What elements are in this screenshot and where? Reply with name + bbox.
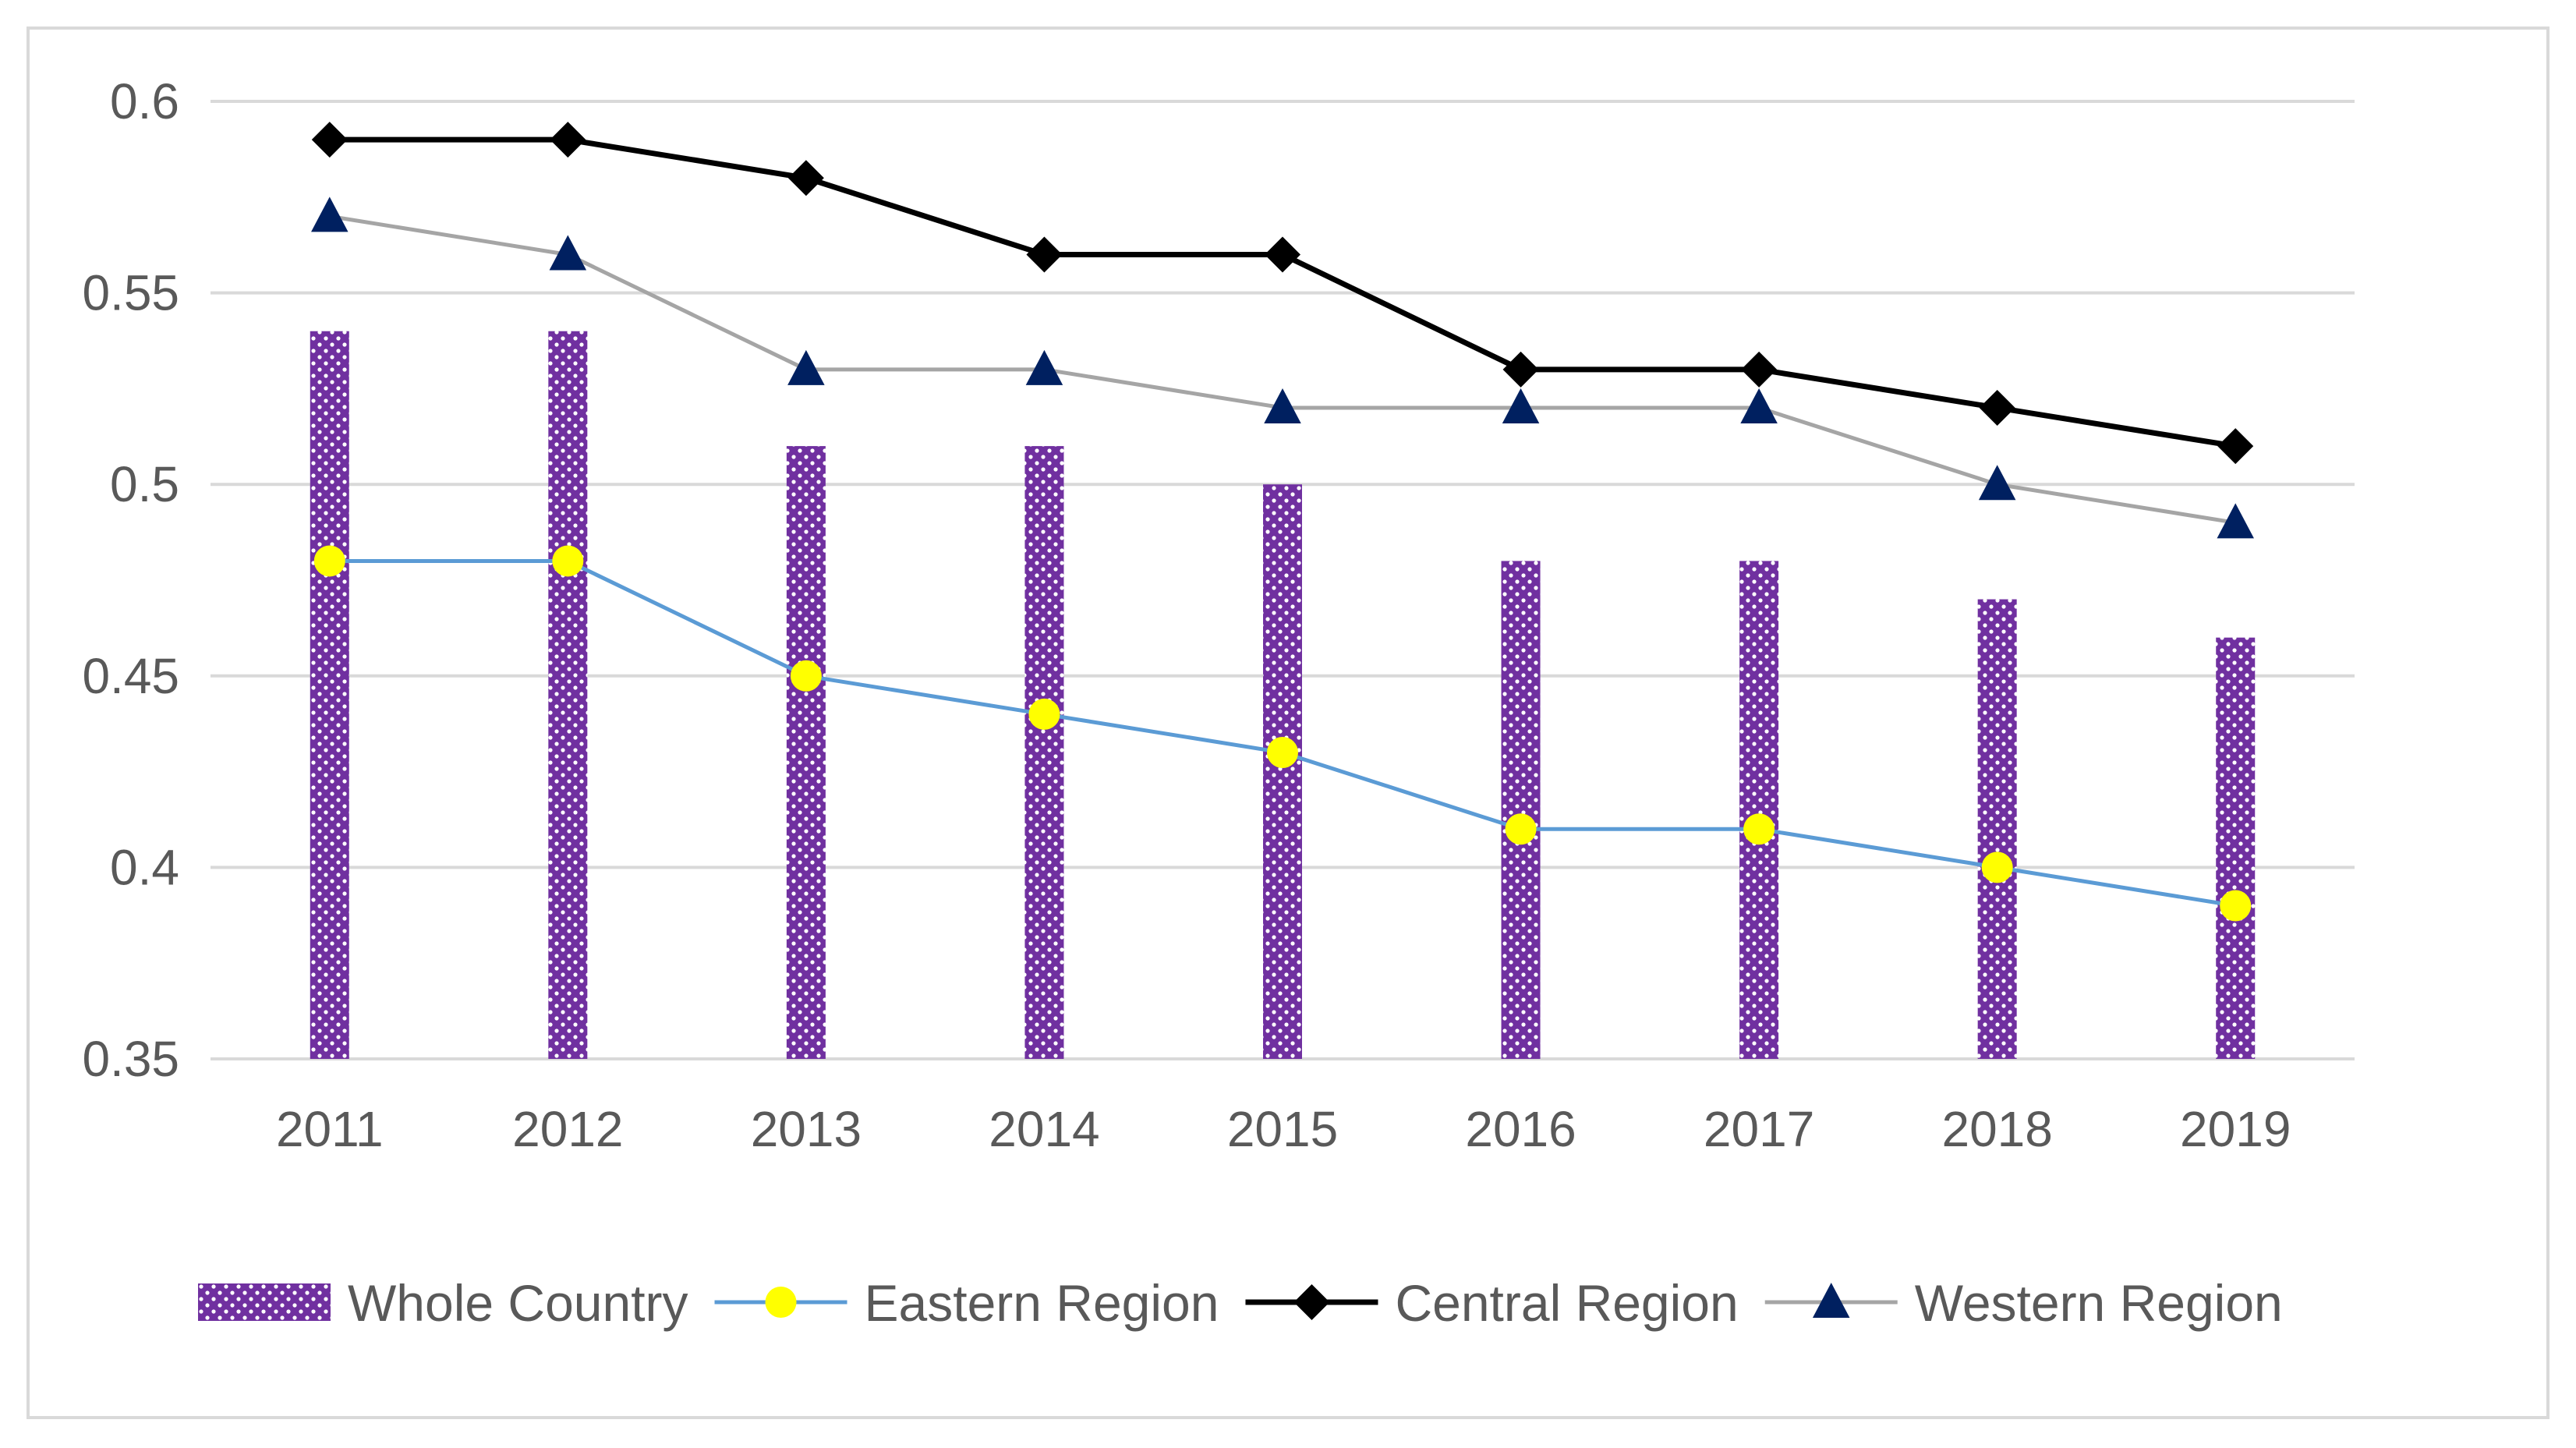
x-axis-tick-labels: 2011 2012 2013 2014 2015 2016 2017 2018 2019 xyxy=(276,1101,2291,1157)
x-tick-label: 2019 xyxy=(2180,1101,2291,1157)
legend-label-western-region: Western Region xyxy=(1915,1274,2283,1332)
x-tick-label: 2016 xyxy=(1465,1101,1576,1157)
x-tick-label: 2011 xyxy=(276,1101,384,1157)
x-tick-label: 2013 xyxy=(751,1101,862,1157)
central-region-point-2016 xyxy=(1502,351,1539,388)
legend-swatch-whole-country xyxy=(198,1283,331,1321)
eastern-region-point-2016 xyxy=(1505,813,1537,845)
bar-2017 xyxy=(1739,561,1779,1059)
legend-marker-central-region xyxy=(1293,1284,1330,1320)
legend-marker-eastern-region xyxy=(765,1287,797,1318)
central-region-point-2013 xyxy=(787,160,824,196)
eastern-region-point-2013 xyxy=(790,660,822,692)
western-region-point-2019 xyxy=(2217,503,2254,539)
y-tick-label: 0.55 xyxy=(82,265,179,321)
bar-2018 xyxy=(1977,599,2017,1059)
x-tick-label: 2015 xyxy=(1227,1101,1338,1157)
x-tick-label: 2018 xyxy=(1941,1101,2052,1157)
western-region-point-2018 xyxy=(1978,465,2016,501)
x-tick-label: 2012 xyxy=(512,1101,623,1157)
x-tick-label: 2014 xyxy=(989,1101,1099,1157)
legend-label-eastern-region: Eastern Region xyxy=(865,1274,1219,1332)
bar-2014 xyxy=(1024,446,1064,1059)
eastern-region-point-2019 xyxy=(2220,890,2252,922)
central-region-point-2011 xyxy=(311,122,348,158)
chart-frame: 0.35 0.4 0.45 0.5 0.55 0.6 2011 2012 2013 2014 20… xyxy=(27,27,2549,1419)
central-region-point-2012 xyxy=(550,122,586,158)
y-tick-label: 0.6 xyxy=(110,73,179,129)
western-region-series xyxy=(311,196,2254,539)
central-region-point-2014 xyxy=(1026,236,1063,273)
bar-2015 xyxy=(1263,484,1302,1059)
eastern-region-point-2018 xyxy=(1981,851,2013,883)
central-region-point-2017 xyxy=(1741,351,1778,388)
legend-label-whole-country: Whole Country xyxy=(348,1274,688,1332)
western-region-point-2017 xyxy=(1740,388,1778,423)
central-region-point-2018 xyxy=(1979,389,2015,426)
central-region-point-2015 xyxy=(1265,236,1300,273)
legend: Whole Country Eastern Region Central Regio… xyxy=(198,1274,2283,1332)
legend-item-eastern-region: Eastern Region xyxy=(714,1274,1219,1332)
chart-canvas: 0.350.40.450.50.550.6 2011 2012 2013 2014 20… xyxy=(82,73,2355,1332)
eastern-region-point-2014 xyxy=(1028,698,1060,730)
y-tick-label: 0.5 xyxy=(110,456,179,512)
y-tick-label: 0.35 xyxy=(82,1031,179,1087)
western-region-point-2013 xyxy=(787,349,825,385)
legend-item-central-region: Central Region xyxy=(1245,1274,1739,1332)
bar-2016 xyxy=(1501,561,1541,1059)
western-region-point-2015 xyxy=(1264,388,1301,423)
region-lines xyxy=(311,122,2254,922)
eastern-region-point-2012 xyxy=(552,545,584,577)
legend-marker-western-region xyxy=(1812,1283,1850,1318)
western-region-point-2016 xyxy=(1502,388,1540,423)
bar-2011 xyxy=(310,331,349,1060)
bar-2019 xyxy=(2216,637,2256,1059)
y-axis-tick-labels: 0.35 0.4 0.45 0.5 0.55 0.6 xyxy=(82,73,179,1087)
legend-item-western-region: Western Region xyxy=(1764,1274,2283,1332)
whole-country-bars xyxy=(310,331,2256,1060)
y-tick-label: 0.4 xyxy=(110,839,179,895)
legend-item-whole-country: Whole Country xyxy=(198,1274,688,1332)
western-region-point-2012 xyxy=(549,235,587,271)
x-tick-label: 2017 xyxy=(1704,1101,1814,1157)
central-region-point-2019 xyxy=(2217,428,2254,465)
legend-label-central-region: Central Region xyxy=(1395,1274,1738,1332)
eastern-region-point-2011 xyxy=(313,545,345,577)
western-region-point-2014 xyxy=(1025,349,1063,385)
eastern-region-point-2017 xyxy=(1743,813,1775,845)
y-tick-label: 0.45 xyxy=(82,648,179,704)
eastern-region-series xyxy=(313,545,2252,922)
western-region-point-2011 xyxy=(311,196,349,232)
bar-2013 xyxy=(786,446,826,1059)
bar-2012 xyxy=(548,331,588,1060)
central-region-series xyxy=(311,122,2254,465)
eastern-region-point-2015 xyxy=(1267,737,1298,769)
